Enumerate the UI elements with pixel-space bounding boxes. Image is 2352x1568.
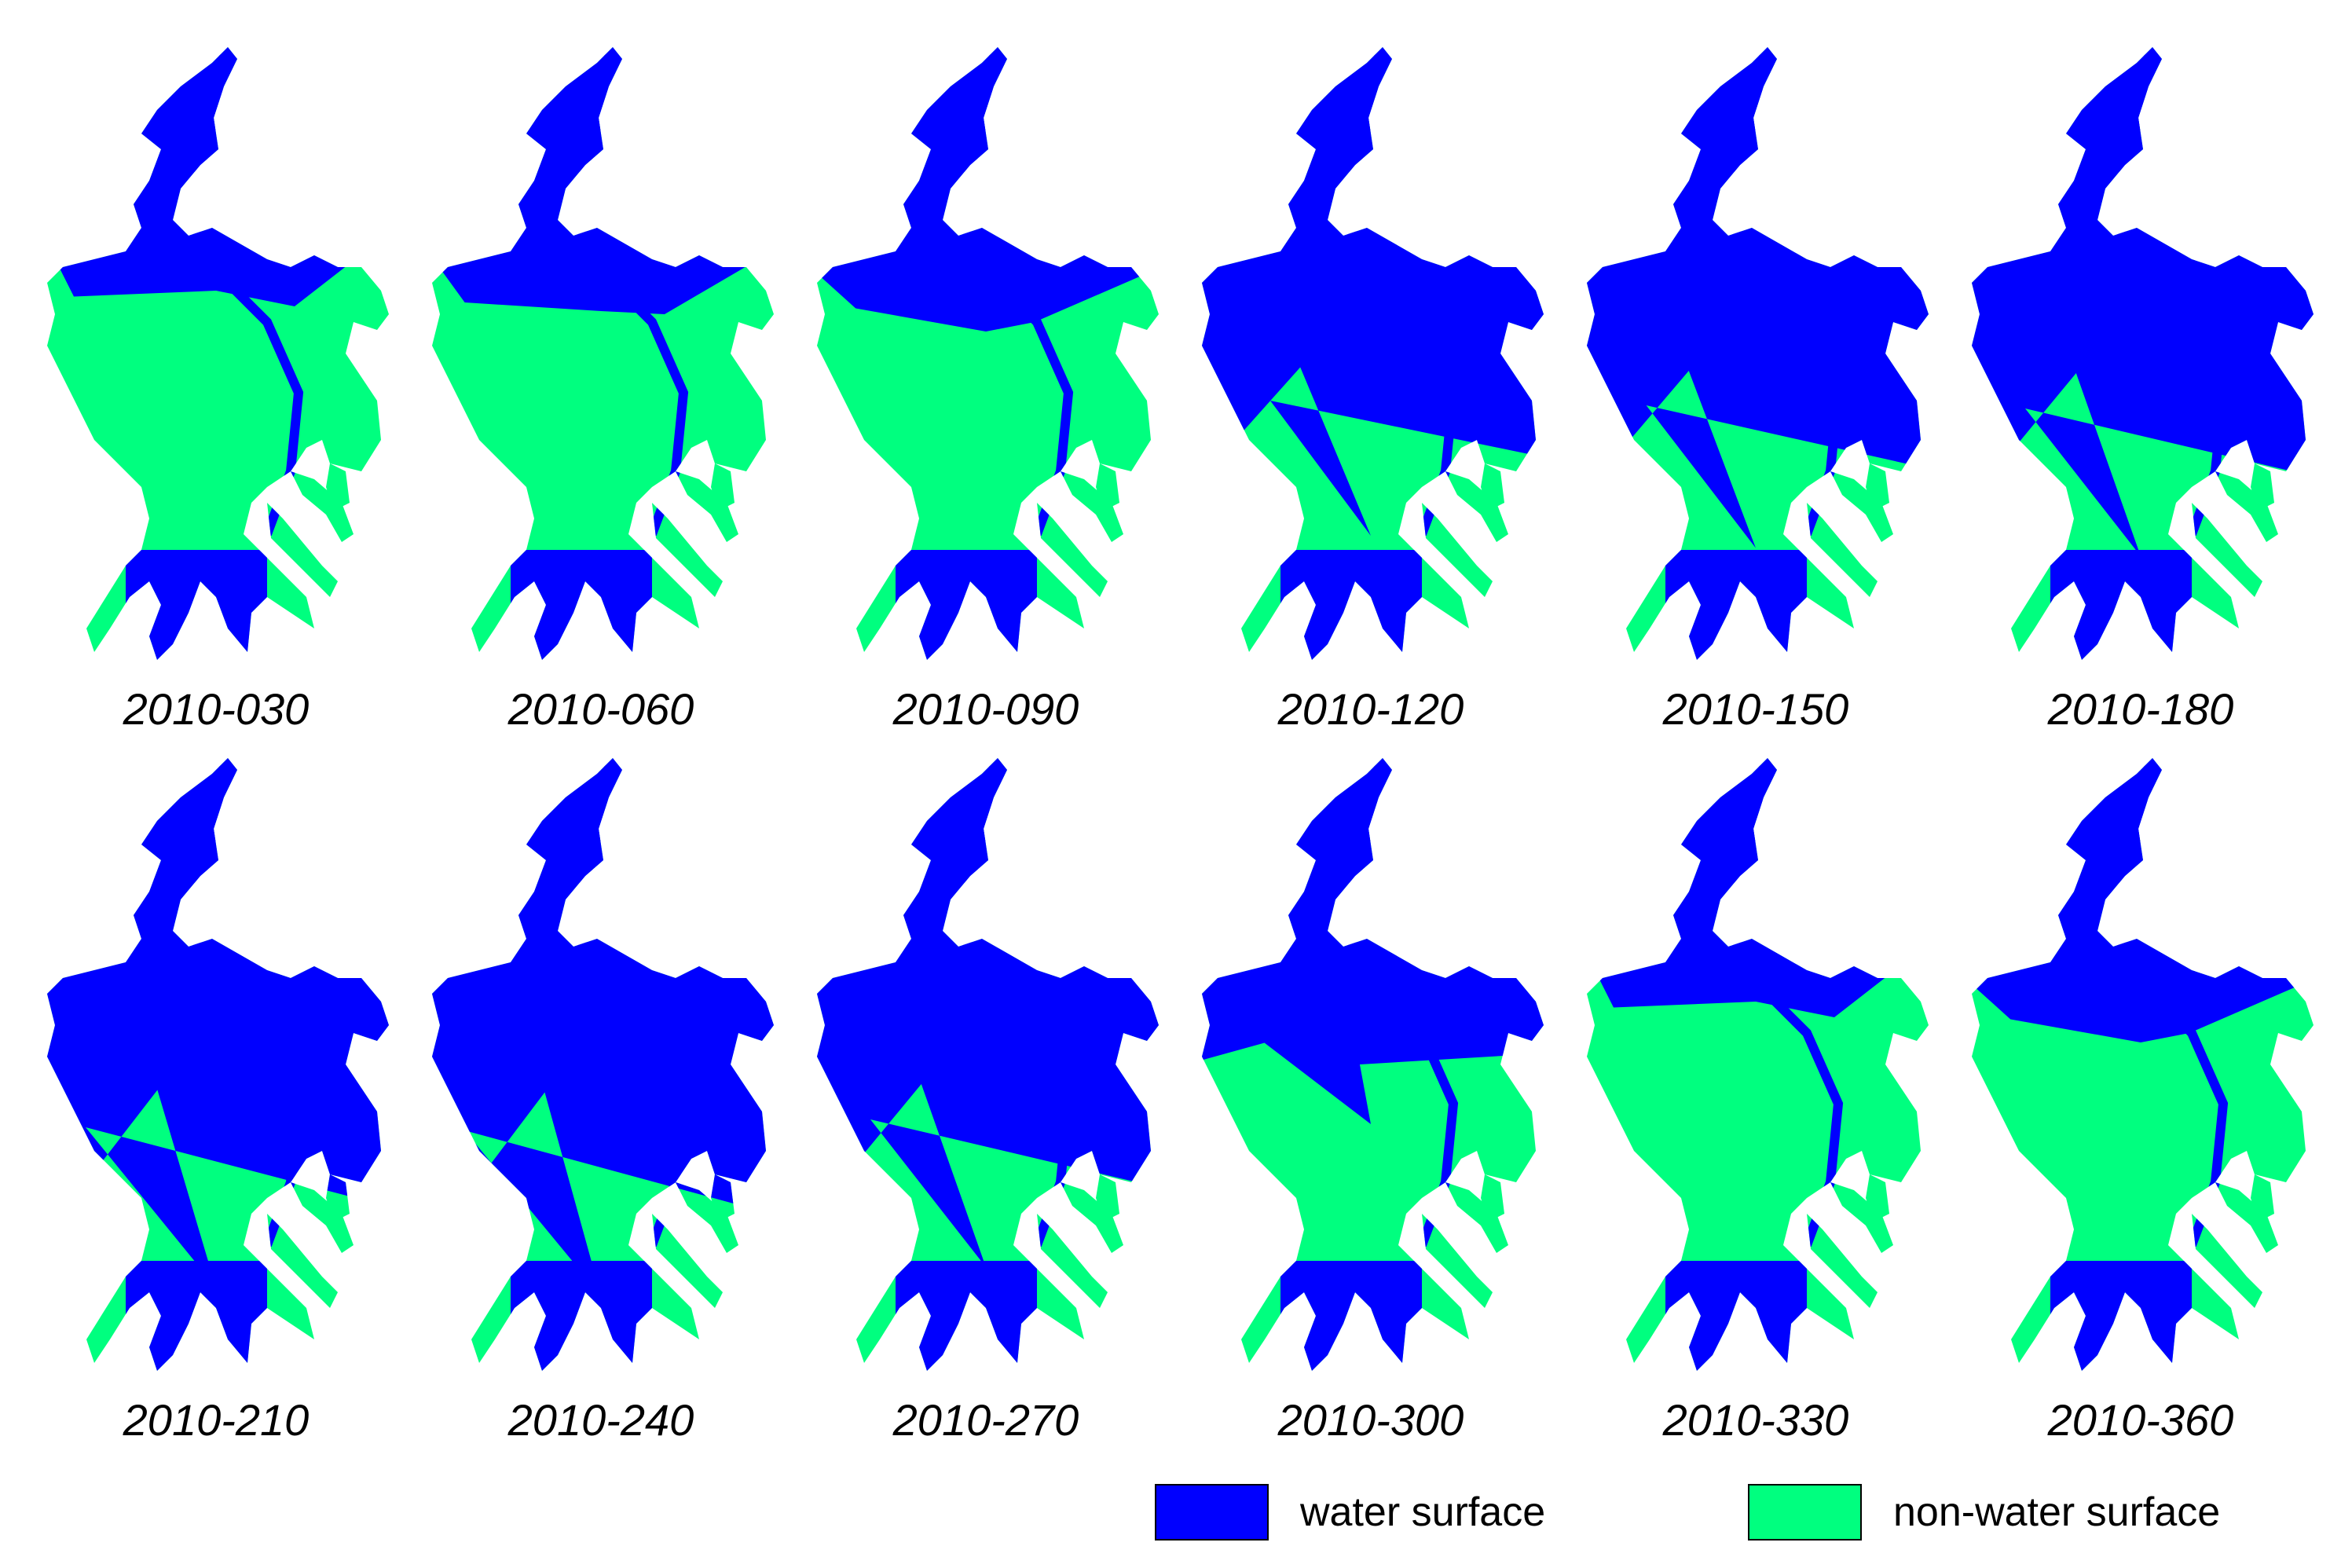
lake-map <box>1587 47 1929 660</box>
panel-date-label: 2010-150 <box>1662 684 1849 734</box>
map-panel: 2010-240 <box>416 742 786 1445</box>
legend-label-non-water: non-water surface <box>1893 1489 2221 1535</box>
map-panel: 2010-090 <box>801 31 1171 734</box>
tributary-water <box>511 550 652 660</box>
river-channel <box>183 765 304 1247</box>
tributary-water <box>896 1261 1037 1371</box>
lake-map <box>1587 758 1929 1371</box>
tributary-water <box>896 550 1037 660</box>
tributary-water <box>126 1261 267 1371</box>
tributary-water <box>2050 1261 2192 1371</box>
river-channel <box>1338 54 1459 537</box>
legend-swatch-water <box>1155 1484 1269 1541</box>
river-channel <box>953 54 1074 537</box>
map-panel: 2010-030 <box>31 31 401 734</box>
lake-map <box>432 47 774 660</box>
lake-map <box>1972 758 2314 1371</box>
map-panel: 2010-210 <box>31 742 401 1445</box>
map-panel: 2010-060 <box>416 31 786 734</box>
river-channel <box>2108 765 2229 1247</box>
panel-date-label: 2010-330 <box>1662 1395 1849 1445</box>
lake-map <box>1202 47 1544 660</box>
lake-map <box>432 758 774 1371</box>
lake-map <box>47 47 389 660</box>
tributary-water <box>511 1261 652 1371</box>
panel-date-label: 2010-360 <box>2047 1395 2234 1445</box>
tributary-water <box>1665 1261 1807 1371</box>
river-channel <box>568 765 689 1247</box>
legend-swatch-non-water <box>1748 1484 1862 1541</box>
tributary-water <box>126 550 267 660</box>
legend-label-water: water surface <box>1300 1489 1546 1535</box>
map-panel: 2010-270 <box>801 742 1171 1445</box>
panel-date-label: 2010-180 <box>2047 684 2234 734</box>
river-channel <box>1723 765 1844 1247</box>
lake-map <box>1202 758 1544 1371</box>
legend-item-water: water surface <box>1155 1481 1545 1544</box>
river-channel <box>1723 54 1844 537</box>
panel-date-label: 2010-240 <box>507 1395 694 1445</box>
river-channel <box>2108 54 2229 537</box>
river-channel <box>1338 765 1459 1247</box>
tributary-water <box>1280 1261 1422 1371</box>
panel-date-label: 2010-300 <box>1277 1395 1464 1445</box>
lake-map <box>47 758 389 1371</box>
map-panel: 2010-180 <box>1956 31 2325 734</box>
panel-date-label: 2010-120 <box>1277 684 1464 734</box>
map-panel: 2010-300 <box>1186 742 1555 1445</box>
map-panel: 2010-120 <box>1186 31 1555 734</box>
tributary-water <box>2050 550 2192 660</box>
river-channel <box>953 765 1074 1247</box>
panel-date-label: 2010-030 <box>123 684 310 734</box>
lake-map <box>817 758 1159 1371</box>
lake-map <box>817 47 1159 660</box>
lake-map <box>1972 47 2314 660</box>
river-channel <box>568 54 689 537</box>
map-panel: 2010-330 <box>1571 742 1940 1445</box>
legend-item-non-water: non-water surface <box>1748 1481 2220 1544</box>
panel-date-label: 2010-270 <box>892 1395 1079 1445</box>
panel-date-label: 2010-060 <box>507 684 694 734</box>
tributary-water <box>1665 550 1807 660</box>
map-panel: 2010-150 <box>1571 31 1940 734</box>
panel-date-label: 2010-090 <box>892 684 1079 734</box>
river-channel <box>183 54 304 537</box>
tributary-water <box>1280 550 1422 660</box>
map-panel: 2010-360 <box>1956 742 2325 1445</box>
panel-date-label: 2010-210 <box>123 1395 310 1445</box>
